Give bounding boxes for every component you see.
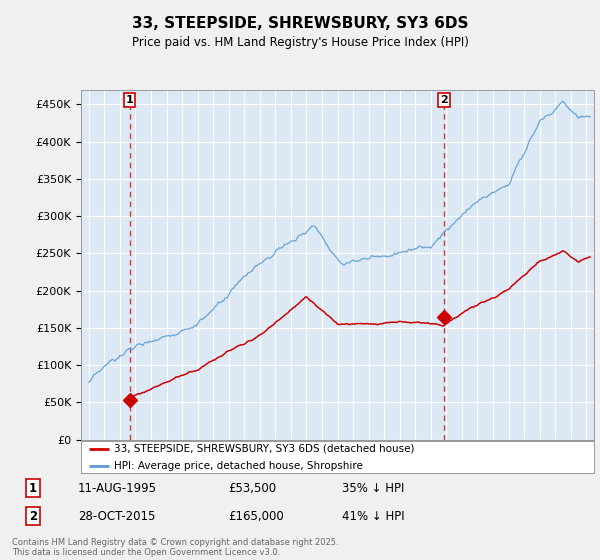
Text: Contains HM Land Registry data © Crown copyright and database right 2025.
This d: Contains HM Land Registry data © Crown c… (12, 538, 338, 557)
Text: HPI: Average price, detached house, Shropshire: HPI: Average price, detached house, Shro… (115, 460, 363, 470)
Text: 41% ↓ HPI: 41% ↓ HPI (342, 510, 404, 523)
Text: 2: 2 (440, 95, 448, 105)
Text: £165,000: £165,000 (228, 510, 284, 523)
Text: 28-OCT-2015: 28-OCT-2015 (78, 510, 155, 523)
Text: 33, STEEPSIDE, SHREWSBURY, SY3 6DS (detached house): 33, STEEPSIDE, SHREWSBURY, SY3 6DS (deta… (115, 444, 415, 454)
Text: Price paid vs. HM Land Registry's House Price Index (HPI): Price paid vs. HM Land Registry's House … (131, 36, 469, 49)
Text: 1: 1 (29, 482, 37, 495)
Text: 11-AUG-1995: 11-AUG-1995 (78, 482, 157, 495)
Text: 35% ↓ HPI: 35% ↓ HPI (342, 482, 404, 495)
Text: 2: 2 (29, 510, 37, 523)
Text: 1: 1 (125, 95, 133, 105)
Text: 33, STEEPSIDE, SHREWSBURY, SY3 6DS: 33, STEEPSIDE, SHREWSBURY, SY3 6DS (132, 16, 468, 31)
Text: £53,500: £53,500 (228, 482, 276, 495)
